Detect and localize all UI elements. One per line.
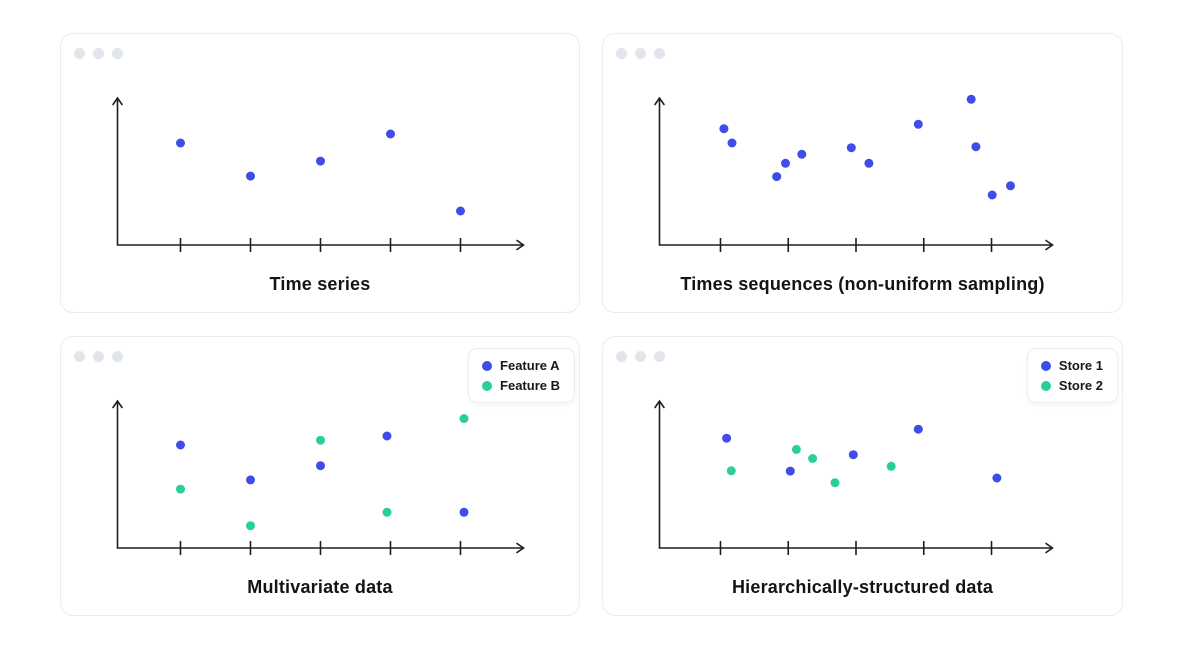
- data-point: [1006, 181, 1015, 191]
- legend-marker: [1040, 360, 1051, 371]
- data-point: [791, 444, 801, 454]
- window-card-hierarchical: Store 1 Store 2 Hierarchically-structure…: [602, 336, 1123, 616]
- window-card-time-series: Time series: [60, 33, 580, 313]
- legend-label: Store 2: [1058, 378, 1103, 393]
- window-control-dot: [654, 48, 665, 59]
- data-point: [848, 450, 858, 460]
- data-point: [386, 129, 395, 139]
- data-point: [781, 158, 790, 168]
- window-control-dot: [74, 48, 85, 59]
- window-card-multivariate: Feature A Feature B Multivariate data: [60, 336, 580, 616]
- x-axis-arrow-icon: [1045, 239, 1054, 251]
- window-card-time-sequences: Times sequences (non-uniform sampling): [602, 33, 1123, 313]
- window-control-dot: [112, 351, 123, 362]
- window-control-dot: [616, 351, 627, 362]
- data-point: [726, 466, 736, 476]
- data-point: [797, 149, 807, 159]
- data-point: [382, 507, 392, 517]
- data-point: [992, 473, 1002, 483]
- data-point: [987, 190, 997, 200]
- legend-marker: [1040, 380, 1051, 391]
- window-control-dot: [74, 351, 85, 362]
- data-point: [864, 158, 874, 168]
- legend-item: Store 1: [1040, 358, 1103, 373]
- data-point: [382, 431, 392, 441]
- scatter-chart-time-series: [112, 96, 525, 252]
- axes: [116, 98, 524, 246]
- legend-label: Feature B: [500, 378, 560, 393]
- data-point: [246, 171, 255, 181]
- data-point: [459, 507, 469, 517]
- x-axis-arrow-icon: [1045, 542, 1054, 554]
- data-point: [722, 433, 732, 443]
- data-point: [316, 461, 325, 471]
- legend: Feature A Feature B: [468, 348, 575, 403]
- legend-item: Store 2: [1040, 378, 1103, 393]
- window-control-dot: [616, 48, 627, 59]
- window-control-dot: [93, 48, 104, 59]
- data-point: [459, 414, 469, 424]
- window-controls: [74, 351, 123, 362]
- legend-marker: [482, 380, 493, 391]
- window-controls: [616, 351, 665, 362]
- data-point: [727, 138, 737, 148]
- data-point: [456, 206, 465, 216]
- window-control-dot: [112, 48, 123, 59]
- scatter-chart-multivariate: [112, 399, 525, 555]
- data-point: [176, 484, 185, 494]
- chart-title: Time series: [269, 274, 371, 294]
- data-point: [176, 138, 185, 148]
- y-axis-arrow-icon: [112, 96, 123, 106]
- legend-item: Feature A: [482, 358, 560, 373]
- axes: [658, 98, 1053, 246]
- scatter-chart-hierarchical: [654, 399, 1054, 555]
- chart-title: Multivariate data: [247, 577, 393, 597]
- x-axis-arrow-icon: [516, 239, 525, 251]
- x-axis-arrow-icon: [516, 542, 525, 554]
- legend-marker: [482, 360, 493, 371]
- data-point: [846, 143, 856, 153]
- data-point: [785, 466, 795, 476]
- window-controls: [616, 48, 665, 59]
- legend-label: Store 1: [1058, 358, 1103, 373]
- data-point: [913, 424, 923, 434]
- y-axis-arrow-icon: [112, 399, 123, 409]
- data-point: [913, 119, 923, 129]
- axes: [116, 401, 524, 549]
- data-point: [719, 124, 729, 134]
- chart-title: Hierarchically-structured data: [731, 577, 994, 597]
- data-point: [971, 142, 981, 152]
- data-point: [246, 521, 255, 531]
- chart-title: Times sequences (non-uniform sampling): [680, 274, 1045, 294]
- y-axis-arrow-icon: [654, 399, 665, 409]
- window-controls: [74, 48, 123, 59]
- data-point: [830, 478, 840, 488]
- data-point: [246, 475, 255, 485]
- data-point: [808, 454, 818, 463]
- legend-label: Feature A: [500, 358, 560, 373]
- legend-item: Feature B: [482, 378, 560, 393]
- y-axis-arrow-icon: [654, 96, 665, 106]
- data-point: [966, 94, 976, 104]
- data-point: [316, 435, 325, 445]
- data-point: [772, 172, 782, 182]
- scatter-chart-time-sequences: [654, 94, 1054, 252]
- window-control-dot: [635, 48, 646, 59]
- legend: Store 1 Store 2: [1026, 348, 1118, 403]
- window-control-dot: [635, 351, 646, 362]
- window-control-dot: [654, 351, 665, 362]
- data-point: [886, 461, 896, 471]
- data-point: [176, 440, 185, 450]
- window-control-dot: [93, 351, 104, 362]
- axes: [658, 401, 1053, 549]
- data-point: [316, 156, 325, 166]
